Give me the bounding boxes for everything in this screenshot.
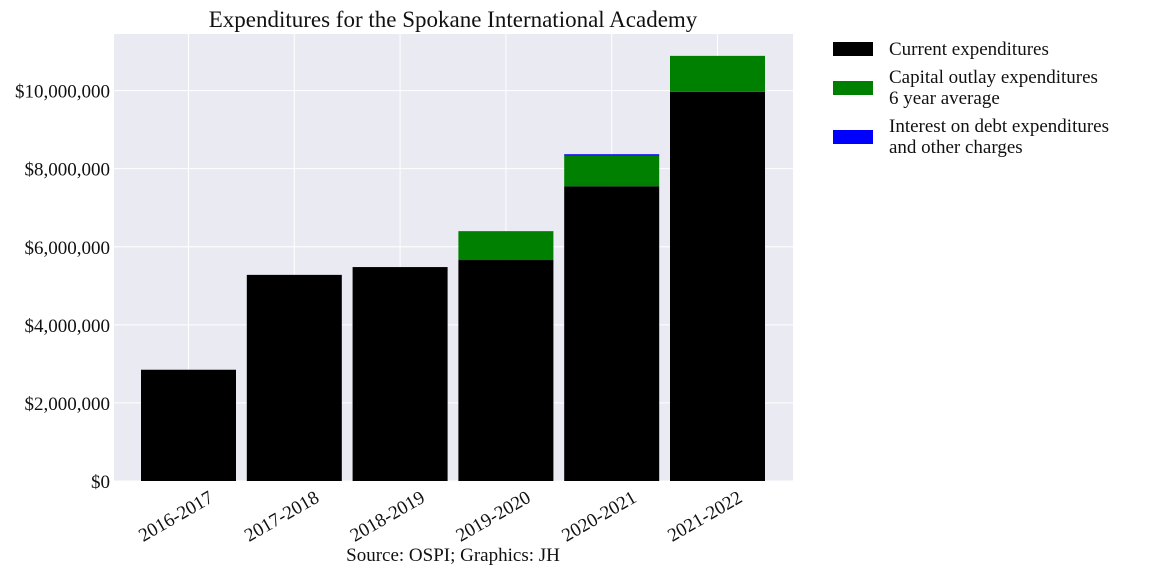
y-axis: $0 $2,000,000 $4,000,000 $6,000,000 $8,000,0… (15, 82, 110, 493)
bar-current-expenditures-2021-2022[interactable] (670, 91, 765, 481)
y-tick-label: $2,000,000 (25, 394, 111, 415)
bar-capital-outlay-expenditures-6-year-average-2020-2021[interactable] (564, 155, 660, 187)
x-tick-label: 2020-2021 (558, 487, 640, 546)
legend-label: Interest on debt expenditures (889, 116, 1109, 137)
x-tick-label: 2016-2017 (135, 487, 217, 546)
legend-label: Current expenditures (889, 39, 1049, 60)
legend-label: Capital outlay expenditures (889, 67, 1098, 88)
bar-current-expenditures-2017-2018[interactable] (246, 274, 342, 481)
x-axis: 2016-2017 2017-2018 2018-2019 2019-2020 2020… (135, 487, 746, 546)
y-tick-label: $8,000,000 (25, 160, 111, 181)
x-tick-label: 2018-2019 (347, 487, 429, 546)
legend-label: and other charges (889, 137, 1023, 158)
x-tick-label: 2019-2020 (453, 487, 535, 546)
legend-swatch (833, 42, 873, 56)
x-tick-label: 2017-2018 (241, 487, 323, 546)
bar-capital-outlay-expenditures-6-year-average-2019-2020[interactable] (458, 231, 554, 261)
chart-title: Expenditures for the Spokane Internation… (209, 7, 698, 32)
bar-current-expenditures-2020-2021[interactable] (564, 186, 660, 481)
legend-swatch (833, 130, 873, 144)
legend-swatch (833, 81, 873, 95)
bar-current-expenditures-2016-2017[interactable] (141, 369, 236, 481)
y-tick-label: $4,000,000 (25, 316, 111, 337)
legend[interactable]: Current expenditures Capital outlay expen… (833, 39, 1109, 158)
y-tick-label: $0 (91, 472, 110, 493)
bar-capital-outlay-expenditures-6-year-average-2021-2022[interactable] (670, 55, 765, 92)
y-tick-label: $6,000,000 (25, 238, 111, 259)
bar-interest-on-debt-expenditures-and-other-charges-2020-2021[interactable] (564, 154, 660, 156)
bars (141, 55, 765, 481)
bar-current-expenditures-2019-2020[interactable] (458, 260, 554, 481)
source-caption: Source: OSPI; Graphics: JH (346, 545, 560, 566)
x-tick-label: 2021-2022 (664, 487, 746, 546)
y-tick-label: $10,000,000 (15, 82, 110, 103)
legend-label: 6 year average (889, 88, 1000, 109)
bar-current-expenditures-2018-2019[interactable] (352, 267, 448, 481)
legend-item[interactable]: Current expenditures (833, 39, 1049, 60)
